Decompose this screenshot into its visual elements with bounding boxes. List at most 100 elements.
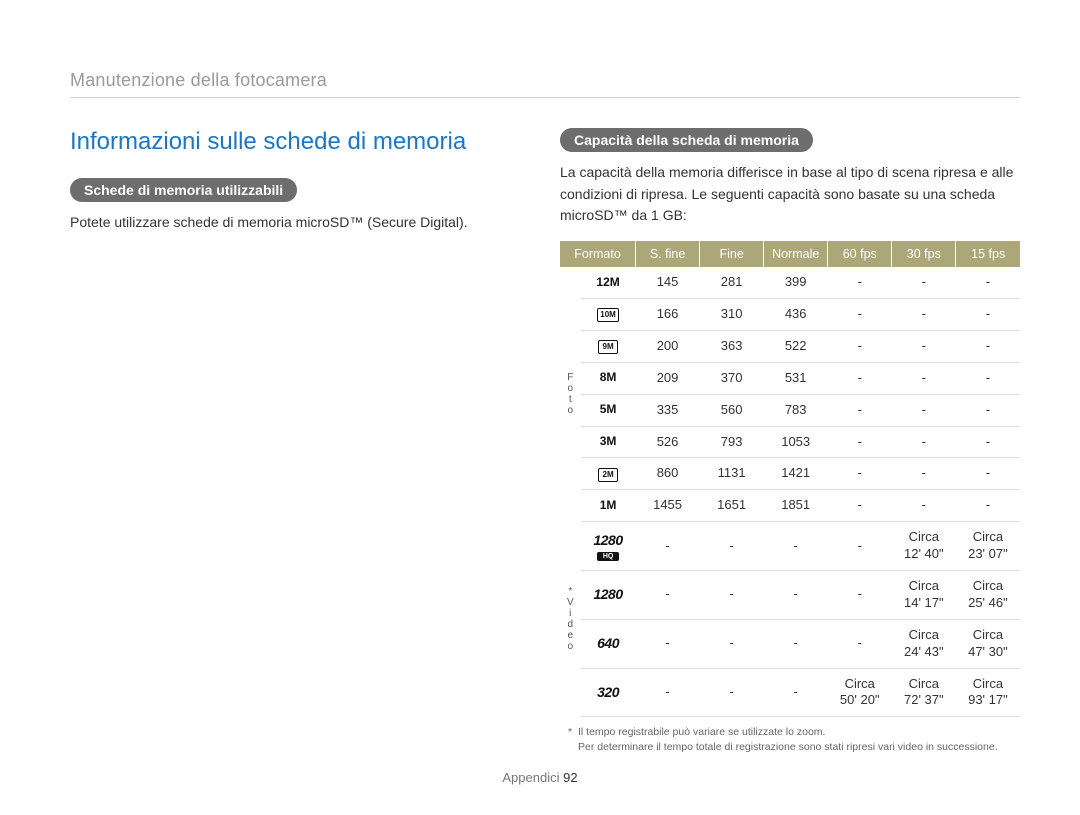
usable-cards-text: Potete utilizzare schede di memoria micr… bbox=[70, 212, 520, 234]
format-cell: 3M bbox=[581, 426, 636, 458]
footnote-2: Per determinare il tempo totale di regis… bbox=[578, 740, 1020, 755]
resolution-box-icon: 9M bbox=[598, 340, 618, 354]
table-cell: Circa 24' 43" bbox=[892, 619, 956, 668]
table-cell: - bbox=[764, 570, 828, 619]
capacity-intro: La capacità della memoria differisce in … bbox=[560, 162, 1020, 227]
table-cell: - bbox=[956, 458, 1020, 490]
table-cell: - bbox=[828, 267, 892, 298]
table-row: 5M335560783--- bbox=[560, 394, 1020, 426]
table-cell: - bbox=[828, 490, 892, 522]
table-cell: 399 bbox=[764, 267, 828, 298]
format-cell: 5M bbox=[581, 394, 636, 426]
table-cell: - bbox=[828, 362, 892, 394]
table-cell: - bbox=[892, 458, 956, 490]
table-cell: 310 bbox=[700, 298, 764, 330]
table-cell: 281 bbox=[700, 267, 764, 298]
table-cell: - bbox=[892, 490, 956, 522]
table-row: 1280----Circa 14' 17"Circa 25' 46" bbox=[560, 570, 1020, 619]
table-cell: - bbox=[956, 426, 1020, 458]
format-cell: 1M bbox=[581, 490, 636, 522]
table-cell: - bbox=[892, 426, 956, 458]
table-cell: - bbox=[700, 570, 764, 619]
page-title: Informazioni sulle schede di memoria bbox=[70, 128, 520, 156]
table-cell: 783 bbox=[764, 394, 828, 426]
table-cell: - bbox=[956, 330, 1020, 362]
table-cell: Circa 72' 37" bbox=[892, 668, 956, 717]
foto-section-label: F o t o bbox=[560, 267, 581, 522]
table-cell: 1131 bbox=[700, 458, 764, 490]
footnotes: *Il tempo registrabile può variare se ut… bbox=[560, 725, 1020, 754]
table-cell: 335 bbox=[636, 394, 700, 426]
th-sfine: S. fine bbox=[636, 241, 700, 267]
table-cell: 200 bbox=[636, 330, 700, 362]
format-cell: 12M bbox=[581, 267, 636, 298]
format-cell: 1280HQ bbox=[581, 522, 636, 571]
table-cell: - bbox=[956, 267, 1020, 298]
table-header-row: Formato S. fine Fine Normale 60 fps 30 f… bbox=[560, 241, 1020, 267]
table-cell: 145 bbox=[636, 267, 700, 298]
table-cell: 363 bbox=[700, 330, 764, 362]
table-cell: 860 bbox=[636, 458, 700, 490]
table-row: 9M200363522--- bbox=[560, 330, 1020, 362]
table-row: 1M145516511851--- bbox=[560, 490, 1020, 522]
breadcrumb: Manutenzione della fotocamera bbox=[70, 70, 1020, 98]
table-cell: - bbox=[636, 619, 700, 668]
table-cell: - bbox=[828, 298, 892, 330]
table-cell: - bbox=[892, 394, 956, 426]
table-cell: Circa 23' 07" bbox=[956, 522, 1020, 571]
table-cell: 560 bbox=[700, 394, 764, 426]
format-cell: 8M bbox=[581, 362, 636, 394]
th-60fps: 60 fps bbox=[828, 241, 892, 267]
table-cell: - bbox=[828, 330, 892, 362]
right-column: Capacità della scheda di memoria La capa… bbox=[560, 128, 1020, 755]
table-cell: - bbox=[828, 426, 892, 458]
table-cell: - bbox=[700, 522, 764, 571]
resolution-box-icon: 2M bbox=[598, 468, 618, 482]
table-cell: - bbox=[892, 267, 956, 298]
table-cell: - bbox=[828, 458, 892, 490]
table-cell: 209 bbox=[636, 362, 700, 394]
table-cell: - bbox=[828, 522, 892, 571]
th-30fps: 30 fps bbox=[892, 241, 956, 267]
table-cell: - bbox=[828, 394, 892, 426]
table-cell: - bbox=[956, 362, 1020, 394]
table-cell: 526 bbox=[636, 426, 700, 458]
table-cell: 166 bbox=[636, 298, 700, 330]
table-cell: Circa 12' 40" bbox=[892, 522, 956, 571]
table-cell: Circa 50' 20" bbox=[828, 668, 892, 717]
table-cell: Circa 93' 17" bbox=[956, 668, 1020, 717]
footer-page-number: 92 bbox=[563, 770, 577, 785]
table-row: 640----Circa 24' 43"Circa 47' 30" bbox=[560, 619, 1020, 668]
table-cell: Circa 25' 46" bbox=[956, 570, 1020, 619]
table-cell: - bbox=[636, 668, 700, 717]
format-cell: 10M bbox=[581, 298, 636, 330]
table-cell: - bbox=[892, 330, 956, 362]
table-cell: Circa 47' 30" bbox=[956, 619, 1020, 668]
format-cell: 9M bbox=[581, 330, 636, 362]
table-row: * V i d e o1280HQ----Circa 12' 40"Circa … bbox=[560, 522, 1020, 571]
table-row: 8M209370531--- bbox=[560, 362, 1020, 394]
table-cell: 370 bbox=[700, 362, 764, 394]
table-cell: 436 bbox=[764, 298, 828, 330]
table-cell: - bbox=[892, 298, 956, 330]
table-cell: - bbox=[764, 522, 828, 571]
table-row: 3M5267931053--- bbox=[560, 426, 1020, 458]
table-cell: 1851 bbox=[764, 490, 828, 522]
th-formato: Formato bbox=[560, 241, 636, 267]
table-cell: - bbox=[764, 668, 828, 717]
usable-cards-pill: Schede di memoria utilizzabili bbox=[70, 178, 297, 202]
page-footer: Appendici 92 bbox=[0, 770, 1080, 785]
table-cell: - bbox=[956, 394, 1020, 426]
table-cell: - bbox=[956, 490, 1020, 522]
table-cell: Circa 14' 17" bbox=[892, 570, 956, 619]
format-cell: 640 bbox=[581, 619, 636, 668]
left-column: Informazioni sulle schede di memoria Sch… bbox=[70, 128, 520, 755]
format-cell: 320 bbox=[581, 668, 636, 717]
table-cell: - bbox=[956, 298, 1020, 330]
table-cell: - bbox=[892, 362, 956, 394]
table-row: 10M166310436--- bbox=[560, 298, 1020, 330]
table-cell: 522 bbox=[764, 330, 828, 362]
capacity-pill: Capacità della scheda di memoria bbox=[560, 128, 813, 152]
hq-badge-icon: HQ bbox=[597, 552, 619, 561]
table-cell: - bbox=[636, 570, 700, 619]
